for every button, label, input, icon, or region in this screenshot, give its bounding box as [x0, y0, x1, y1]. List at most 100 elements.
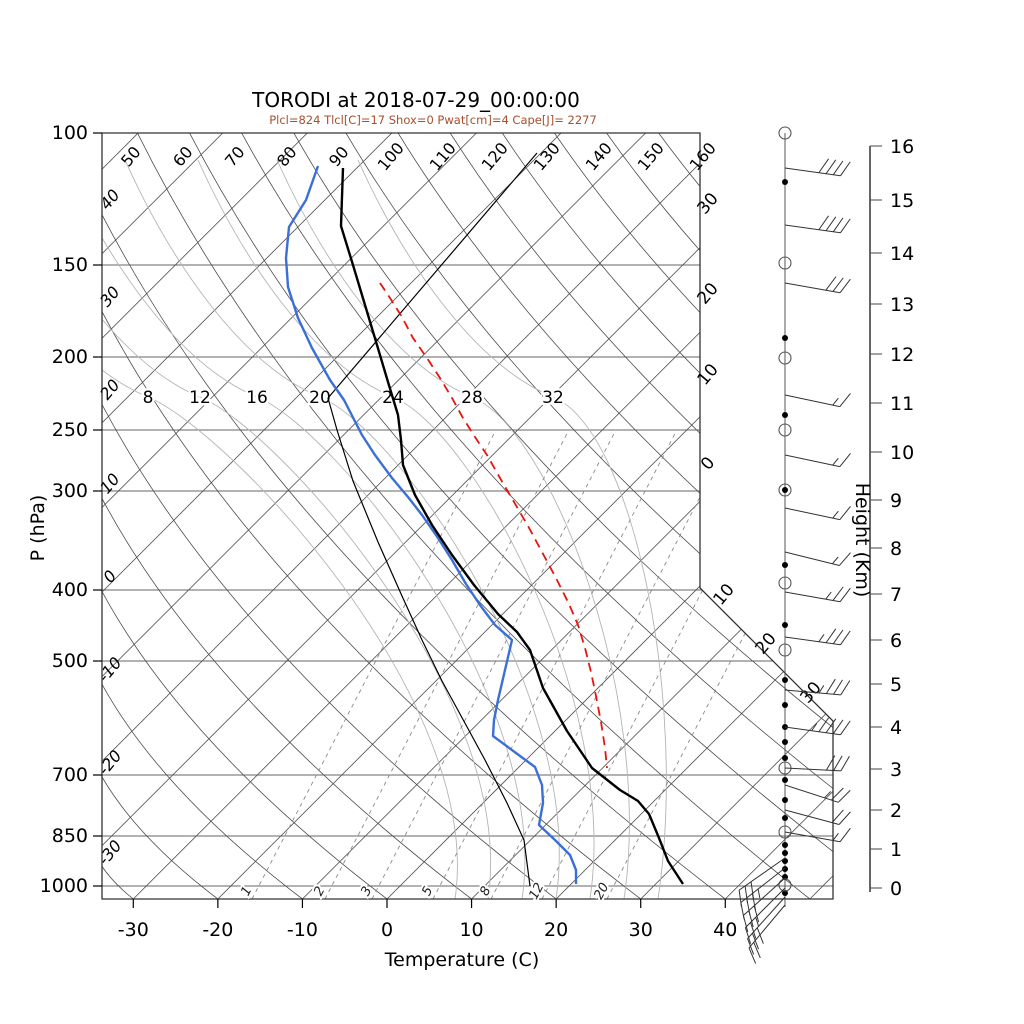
isotherm-line — [555, 133, 833, 899]
wind-barb-halftick — [831, 556, 839, 565]
isotherm-line — [809, 133, 833, 899]
wind-barb-tick — [838, 811, 851, 825]
moist-adiabat-line — [276, 159, 630, 899]
isotherm-line — [471, 133, 833, 899]
pressure-tick-label: 250 — [52, 419, 88, 441]
height-tick-label: 15 — [890, 190, 914, 212]
mixing-ratio-line — [490, 429, 736, 899]
height-tick-label: 4 — [890, 717, 902, 739]
wind-barb-tick — [825, 216, 837, 232]
moist-adiabat-label: 12 — [189, 388, 211, 408]
wind-barb-halftick — [811, 723, 818, 732]
wind-barb — [784, 215, 851, 234]
temp-tick-label: -20 — [202, 919, 233, 941]
wind-barb-tick — [838, 552, 851, 566]
theta-label-left: 40 — [96, 186, 124, 214]
theta-label-top: 150 — [634, 139, 668, 175]
dry-adiabat-line — [446, 133, 833, 899]
moist-adiabat-label: 20 — [309, 388, 331, 408]
wind-level-dot — [782, 850, 788, 856]
dry-adiabat-line — [134, 133, 811, 899]
moist-adiabat-line — [102, 159, 491, 899]
wind-level-dot — [782, 622, 788, 628]
theta-label-top: 160 — [686, 139, 720, 175]
wind-level-circle — [778, 643, 792, 657]
wind-barb-tick — [825, 276, 837, 291]
moist-adiabat-line — [102, 159, 526, 899]
mixing-ratio-line — [251, 429, 497, 899]
pressure-tick-label: 100 — [52, 122, 88, 144]
wind-barb-shaft — [743, 877, 786, 916]
wind-barb — [784, 158, 851, 177]
height-tick-label: 8 — [890, 538, 902, 560]
height-tick-label: 16 — [890, 136, 914, 158]
wind-barb-shaft — [784, 282, 841, 294]
wind-barb-shaft — [784, 831, 841, 843]
wind-barb-shaft — [748, 904, 786, 949]
wind-barb-tick — [832, 277, 844, 292]
wind-barb — [744, 887, 786, 944]
wind-barb-tick — [840, 755, 850, 772]
wind-level-dot — [782, 842, 788, 848]
moist-adiabat-line — [124, 159, 560, 899]
theta-label-top: 70 — [221, 143, 249, 171]
dry-adiabat-line — [102, 486, 472, 899]
dry-adiabat-line — [394, 133, 833, 899]
wind-level-circle — [778, 351, 792, 365]
wind-barb — [784, 784, 851, 803]
dry-adiabat-line — [602, 133, 833, 899]
wind-barb — [784, 809, 851, 825]
wind-barb — [784, 755, 850, 772]
wind-barb-tick — [832, 217, 844, 233]
left-axis-title: P (hPa) — [27, 495, 49, 562]
wind-barb-shaft — [784, 454, 840, 468]
right-edge-label: 20 — [694, 279, 723, 308]
wind-level-dot — [782, 412, 788, 418]
wind-barb-tick — [839, 453, 851, 467]
isotherm-line — [724, 133, 833, 899]
pressure-tick-label: 200 — [52, 346, 88, 368]
dry-adiabat-line — [550, 133, 833, 899]
wind-barb-shaft — [784, 394, 840, 408]
wind-barb — [784, 678, 851, 696]
wind-barb — [784, 586, 851, 603]
pressure-tick-label: 150 — [52, 254, 88, 276]
temp-tick-label: 30 — [629, 919, 653, 941]
wind-barb-shaft — [784, 809, 840, 825]
right-edge-label: 20 — [752, 629, 781, 658]
theta-label-left: 30 — [96, 283, 124, 311]
wind-barb-halftick — [757, 888, 761, 898]
wind-barb — [742, 877, 786, 933]
wind-barb-shaft — [784, 636, 841, 646]
dewpoint-line — [284, 165, 578, 884]
wind-level-dot — [782, 179, 788, 185]
theta-label-left: 20 — [96, 376, 124, 404]
wind-barb-tick — [751, 933, 759, 950]
wind-barb — [784, 827, 851, 843]
aux-profile-line — [327, 152, 538, 887]
isotherm-line — [102, 133, 660, 899]
wind-barb-tick — [825, 159, 837, 175]
theta-label-left: -30 — [94, 836, 125, 868]
theta-label-top: 100 — [374, 139, 408, 175]
grid-lines — [102, 133, 833, 899]
wind-barb-column — [738, 126, 851, 964]
mixing-ratio-line — [371, 429, 617, 899]
wind-barb-shaft — [784, 689, 841, 696]
wind-barb-tick — [839, 506, 851, 520]
wind-barb-halftick — [824, 791, 832, 799]
dry-adiabat-line — [102, 855, 134, 899]
isotherm-line — [102, 133, 491, 899]
wind-barb-shaft — [745, 887, 786, 928]
parcel-path-line — [379, 282, 608, 769]
wind-barb-tick — [744, 927, 752, 944]
wind-level-dot — [782, 815, 788, 821]
height-tick-label: 10 — [890, 442, 914, 464]
temp-tick-label: 10 — [459, 919, 483, 941]
dry-adiabat-line — [102, 202, 726, 899]
theta-label-top: 110 — [426, 139, 460, 175]
height-tick-label: 1 — [890, 839, 902, 861]
pressure-tick-label: 400 — [52, 579, 88, 601]
